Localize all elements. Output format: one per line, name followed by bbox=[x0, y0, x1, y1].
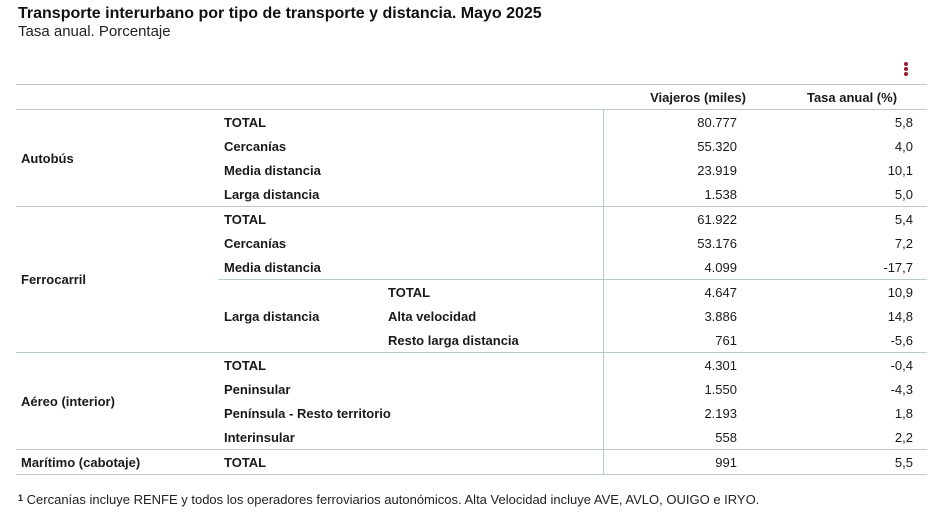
row-label: Resto larga distancia bbox=[388, 332, 519, 348]
tasa-cell: 5,0 bbox=[894, 186, 913, 202]
page-title: Transporte interurbano por tipo de trans… bbox=[18, 5, 542, 22]
category-aereo: Aéreo (interior) bbox=[16, 352, 218, 450]
viajeros-cell: 53.176 bbox=[602, 231, 773, 255]
category-maritimo: Marítimo (cabotaje) bbox=[16, 449, 218, 475]
viajeros-cell: 1.550 bbox=[602, 377, 773, 401]
table-header-row: Viajeros (miles) Tasa anual (%) bbox=[16, 84, 927, 110]
viajeros-cell: 23.919 bbox=[602, 158, 773, 182]
row-label: Alta velocidad bbox=[388, 308, 477, 324]
more-vertical-icon[interactable] bbox=[902, 60, 910, 78]
footnote-text: Cercanías incluye RENFE y todos los oper… bbox=[26, 492, 760, 507]
table-row: Península - Resto territorio 2.193 1,8 bbox=[16, 401, 927, 425]
table-row: Autobús TOTAL 80.777 5,8 bbox=[16, 109, 927, 207]
header-tasa: Tasa anual (%) bbox=[773, 84, 927, 110]
table-row: Cercanías 53.176 7,2 bbox=[16, 231, 927, 255]
tasa-cell: 4,0 bbox=[894, 138, 913, 154]
row-label: TOTAL bbox=[218, 109, 603, 134]
table-row: Peninsular 1.550 -4,3 bbox=[16, 377, 927, 401]
table-row: Resto larga distancia 761 -5,6 bbox=[16, 328, 927, 353]
table-row: Larga distancia 1.538 5,0 bbox=[16, 182, 927, 207]
table-row: Marítimo (cabotaje) TOTAL 991 5,5 bbox=[16, 449, 927, 475]
table-row: Larga distancia TOTAL 4.647 10,9 bbox=[16, 279, 927, 353]
tasa-cell: 5,8 bbox=[773, 109, 927, 134]
table-row: Alta velocidad 3.886 14,8 bbox=[16, 304, 927, 328]
tasa-cell: 5,4 bbox=[773, 206, 927, 231]
row-label: Media distancia bbox=[224, 259, 321, 275]
viajeros-cell: 4.647 bbox=[602, 279, 773, 304]
row-label: Media distancia bbox=[224, 162, 321, 178]
row-label: Cercanías bbox=[224, 138, 287, 154]
tasa-cell: 7,2 bbox=[894, 235, 913, 251]
footnote-mark: 1 bbox=[18, 493, 24, 503]
page-subtitle: Tasa anual. Porcentaje bbox=[18, 23, 171, 40]
viajeros-cell: 4.099 bbox=[602, 255, 773, 280]
tasa-cell: 5,5 bbox=[773, 449, 927, 475]
table-row: Cercanías 55.320 4,0 bbox=[16, 134, 927, 158]
table-row: Media distancia 23.919 10,1 bbox=[16, 158, 927, 182]
viajeros-cell: 3.886 bbox=[602, 304, 773, 328]
tasa-cell: 1,8 bbox=[894, 405, 913, 421]
subcategory-larga-distancia: Larga distancia bbox=[218, 279, 384, 353]
row-label: TOTAL bbox=[384, 279, 603, 304]
viajeros-cell: 991 bbox=[602, 449, 773, 475]
row-label: TOTAL bbox=[218, 449, 603, 475]
row-label: Cercanías bbox=[224, 235, 287, 251]
row-label: TOTAL bbox=[218, 206, 603, 231]
row-label: Península - Resto territorio bbox=[224, 405, 391, 421]
transport-table: Viajeros (miles) Tasa anual (%) Autobús … bbox=[16, 84, 927, 475]
row-label: Interinsular bbox=[224, 429, 295, 445]
tasa-cell: 14,8 bbox=[887, 308, 913, 324]
row-label: TOTAL bbox=[218, 352, 603, 377]
tasa-cell: 2,2 bbox=[894, 429, 913, 445]
viajeros-cell: 55.320 bbox=[602, 134, 773, 158]
table-row: Interinsular 558 2,2 bbox=[16, 425, 927, 450]
row-label: Larga distancia bbox=[224, 186, 320, 202]
tasa-cell: 10,1 bbox=[887, 162, 913, 178]
table-row: Media distancia 4.099 -17,7 bbox=[16, 255, 927, 280]
table-row: Aéreo (interior) TOTAL 4.301 -0,4 bbox=[16, 352, 927, 450]
table-row: Ferrocarril TOTAL 61.922 5,4 bbox=[16, 206, 927, 353]
category-ferrocarril: Ferrocarril bbox=[16, 206, 218, 353]
row-label: Peninsular bbox=[224, 381, 291, 397]
viajeros-cell: 4.301 bbox=[602, 352, 773, 377]
header-empty bbox=[16, 84, 603, 110]
viajeros-cell: 80.777 bbox=[602, 109, 773, 134]
tasa-cell: -4,3 bbox=[890, 381, 913, 397]
viajeros-cell: 558 bbox=[602, 425, 773, 450]
footnote: 1 Cercanías incluye RENFE y todos los op… bbox=[18, 492, 759, 507]
tasa-cell: 10,9 bbox=[773, 279, 927, 304]
tasa-cell: -0,4 bbox=[773, 352, 927, 377]
tasa-cell: -5,6 bbox=[890, 332, 913, 348]
category-autobus: Autobús bbox=[16, 109, 218, 207]
viajeros-cell: 761 bbox=[602, 328, 773, 353]
tasa-cell: -17,7 bbox=[883, 259, 913, 275]
viajeros-cell: 61.922 bbox=[602, 206, 773, 231]
viajeros-cell: 2.193 bbox=[602, 401, 773, 425]
viajeros-cell: 1.538 bbox=[602, 182, 773, 207]
header-viajeros: Viajeros (miles) bbox=[603, 84, 773, 110]
